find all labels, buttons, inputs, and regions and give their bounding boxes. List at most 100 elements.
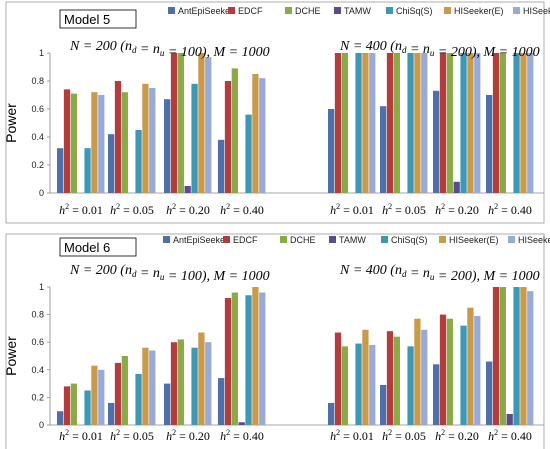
bar [121,356,128,425]
bar [341,346,348,425]
y-axis-label: Power [3,103,19,143]
bar [245,114,252,193]
x-tick-label: h2 = 0.05 [110,202,154,217]
panel-frame [5,1,545,224]
x-tick-label: h2 = 0.40 [488,202,532,217]
legend-swatch [508,236,515,243]
panel-label: Model 5 [64,12,110,27]
bar [84,390,91,425]
bar [231,68,238,193]
bar [63,386,71,425]
legend-swatch [285,7,292,14]
legend-swatch [163,236,170,243]
legend-label: HISeeker(A) [518,235,550,245]
bar [486,361,493,425]
bar [414,318,421,425]
bar [218,378,225,425]
x-tick-label: h2 = 0.40 [220,428,264,443]
bar [355,343,362,425]
bar [252,74,259,193]
legend-swatch [329,236,336,243]
bar [499,287,506,425]
bar [191,347,198,425]
bar [198,332,205,425]
x-tick-label: h2 = 0.05 [382,202,426,217]
x-tick-label: h2 = 0.20 [166,202,210,217]
bar [177,53,184,193]
bar [57,148,64,193]
legend-swatch [513,7,520,14]
legend-swatch [223,236,230,243]
bar [142,347,149,425]
y-tick-label: 0.8 [31,76,44,86]
legend-swatch [334,7,341,14]
bar [334,332,342,425]
bar [506,413,513,425]
bar [520,53,527,193]
y-axis-label: Power [3,336,19,376]
panel-frame [5,233,545,449]
x-tick-label: h2 = 0.40 [488,428,532,443]
bar [191,83,198,193]
bar [460,53,467,193]
y-tick-label: 0.4 [31,132,44,142]
legend-label: AntEpiSeeker [178,6,233,16]
bar [527,291,534,425]
bar [184,186,191,193]
group-header: N = 400 (nd = nu = 200), M = 1000 [339,263,540,284]
y-tick-label: 0 [39,420,44,430]
bar [414,53,421,193]
y-tick-label: 0.6 [31,104,44,114]
bar [164,99,171,193]
bar [328,109,335,193]
bar [393,53,400,193]
bar [98,369,105,425]
bar [108,402,115,425]
bar [252,287,259,425]
x-tick-label: h2 = 0.20 [435,202,479,217]
y-tick-label: 0.2 [31,392,44,402]
chart-panel-2: Model 6 AntEpiSeeker EDCF DCHE TAMW ChiSq(S) H… [3,233,550,449]
y-tick-label: 0.6 [31,337,44,347]
bar [142,83,149,193]
bar [380,384,387,425]
legend-swatch [444,7,451,14]
bar [135,130,142,193]
bar [474,53,481,193]
bar [70,93,77,193]
y-tick-label: 0.8 [31,310,44,320]
bar [380,106,387,193]
bar [439,53,447,193]
bar [98,95,105,193]
group-header: N = 200 (nd = nu = 100), M = 1000 [69,39,270,60]
bar [407,53,414,193]
bar [91,92,98,193]
x-tick-label: h2 = 0.20 [435,428,479,443]
bar [369,53,376,193]
bar [386,331,394,425]
legend-label: ChiSq(S) [391,235,428,245]
x-tick-label: h2 = 0.01 [59,202,103,217]
x-tick-label: h2 = 0.40 [220,202,264,217]
bar [520,287,527,425]
bar [114,81,122,193]
bar [386,53,394,193]
bar [393,336,400,425]
legend-label: TAMW [339,235,366,245]
legend-label: HISeeker(E) [454,6,504,16]
bar [121,92,128,193]
bar [474,315,481,425]
bar [492,287,500,425]
bar [259,292,266,425]
panel-label: Model 6 [64,240,110,255]
bar [224,81,232,193]
bar [205,57,212,194]
x-tick-label: h2 = 0.05 [382,428,426,443]
bar [57,411,64,425]
bar [205,342,212,425]
chart-panel-1: Model 5 AntEpiSeeker EDCF DCHE TAMW ChiSq(S) H… [3,1,550,224]
bar [341,53,348,193]
bar [513,287,520,425]
bar [439,314,447,425]
bar [84,148,91,193]
